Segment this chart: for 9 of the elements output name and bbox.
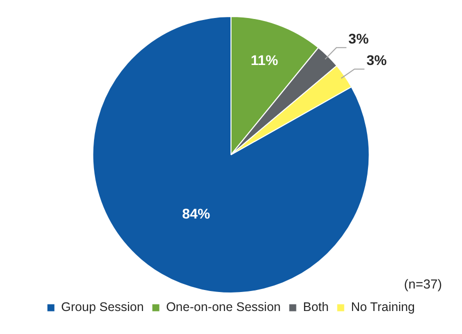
legend-label: Both — [302, 300, 329, 314]
data-label: 3% — [348, 30, 370, 47]
legend-label: One-on-one Session — [166, 300, 281, 314]
data-label: 3% — [366, 52, 388, 68]
data-label: 84% — [182, 205, 211, 222]
legend-label: No Training — [350, 300, 415, 314]
legend-label: Group Session — [61, 300, 144, 314]
data-label: 11% — [250, 52, 279, 68]
text: (n=37) — [404, 276, 442, 292]
